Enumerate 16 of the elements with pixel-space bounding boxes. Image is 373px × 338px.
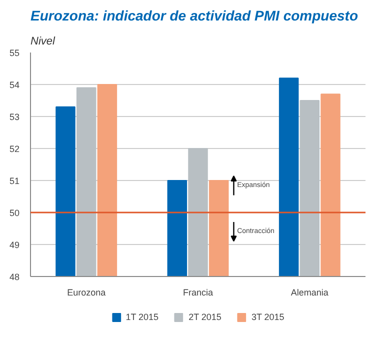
y-tick-label: 48 [9, 272, 20, 282]
y-tick-label: 52 [9, 144, 20, 154]
y-tick-label: 51 [9, 176, 20, 186]
x-tick-label: Alemania [290, 288, 328, 298]
legend-label: 3T 2015 [251, 312, 284, 322]
x-tick-label: Eurozona [67, 288, 106, 298]
y-tick-label: 54 [9, 80, 20, 90]
y-tick-label: 53 [9, 112, 20, 122]
x-tick-label: Francia [182, 288, 214, 298]
legend-label: 2T 2015 [188, 312, 222, 322]
legend-label: 1T 2015 [126, 312, 159, 322]
chart-title: Eurozona: indicador de actividad PMI compuesto [30, 8, 358, 24]
y-tick-label: 49 [9, 240, 20, 250]
y-tick-label: 50 [9, 208, 20, 218]
y-tick-label: 55 [9, 48, 20, 58]
y-axis-title: Nivel [30, 36, 56, 48]
